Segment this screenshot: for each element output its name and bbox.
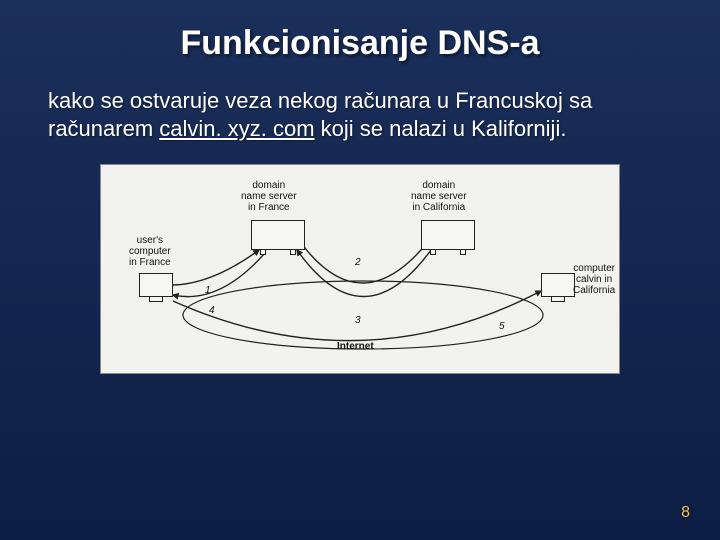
page-number: 8 [681, 504, 690, 522]
node-dns_france [251, 220, 305, 250]
edge-label-e5: 5 [499, 321, 505, 332]
edge-e3 [297, 250, 431, 297]
node-dns_california [421, 220, 475, 250]
internet-label: Internet [337, 341, 374, 352]
node-label-user_computer: user's computer in France [129, 235, 171, 268]
page-title: Funkcionisanje DNS-a [0, 0, 720, 63]
node-label-dns_france: domain name server in France [241, 180, 297, 213]
node-user_computer [139, 273, 173, 301]
node-label-calvin: computer calvin in California [573, 263, 615, 296]
edge-e4 [173, 253, 265, 297]
node-label-dns_california: domain name server in California [411, 180, 467, 213]
node-calvin [541, 273, 575, 301]
edge-label-e4: 4 [209, 305, 215, 316]
description-post: koji se nalazi u Kaliforniji. [315, 116, 567, 141]
dns-diagram: 12345 Internet user's computer in France… [100, 164, 620, 374]
edge-e1 [171, 250, 259, 285]
description-hostname: calvin. xyz. com [159, 116, 314, 141]
description-text: kako se ostvaruje veza nekog računara u … [0, 63, 720, 154]
edge-label-e3: 3 [355, 315, 361, 326]
edge-label-e2: 2 [354, 257, 361, 268]
